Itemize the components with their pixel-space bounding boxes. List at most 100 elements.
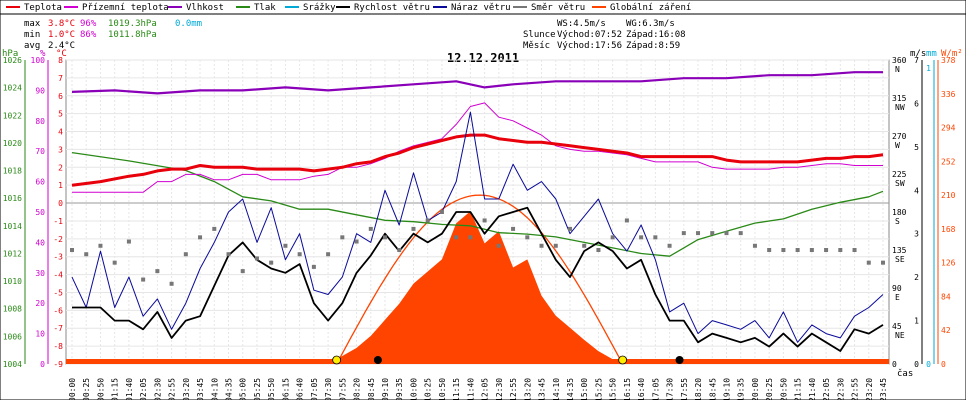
axis-direction-compass-label: W <box>895 141 900 150</box>
axis-degc-tick-label: 3 <box>58 145 63 154</box>
legend-label: Přízemní teplota <box>82 3 169 13</box>
x-tick-label: 02:05 <box>139 378 148 400</box>
x-tick-label: 18:45 <box>708 378 717 400</box>
wind-direction-point <box>852 248 857 252</box>
x-tick-label: 09:10 <box>381 378 390 400</box>
axis-degc-unit: °C <box>56 49 67 59</box>
axis-direction-compass-label: N <box>895 65 900 74</box>
x-tick-label: 13:20 <box>523 378 532 400</box>
wind-direction-point <box>155 269 160 274</box>
axis-pct-tick-label: 60 <box>35 178 45 187</box>
x-tick-label: 21:40 <box>808 378 817 400</box>
axis-wm2-unit: W/m² <box>941 49 963 59</box>
axis-hpa-tick-label: 1012 <box>3 249 22 258</box>
wind-direction-point <box>525 235 530 240</box>
x-tick-label: 02:30 <box>153 378 162 400</box>
series-wind-speed-line <box>72 206 884 352</box>
moon-label: Měsíc <box>523 41 550 51</box>
wind-direction-point <box>838 248 843 252</box>
legend-label: Globální záření <box>610 3 691 13</box>
axis-pct-tick-label: 90 <box>35 86 45 95</box>
x-tick-label: 09:35 <box>395 378 404 400</box>
wind-direction-point <box>240 269 245 274</box>
x-tick-label: 05:25 <box>253 378 262 400</box>
wind-direction-point <box>553 243 558 248</box>
x-tick-label: 22:30 <box>836 378 845 400</box>
stat-min-hum: 86% <box>80 30 97 40</box>
wind-direction-point <box>226 252 231 257</box>
wind-gust-info: WG:6.3m/s <box>626 19 675 29</box>
wind-direction-point <box>496 243 501 248</box>
x-tick-label: 23:45 <box>879 378 888 400</box>
wind-direction-point <box>582 243 587 248</box>
axis-pct-tick-label: 0 <box>40 360 45 369</box>
x-tick-label: 19:35 <box>737 378 746 400</box>
axis-degc-tick-label: -5 <box>53 288 63 297</box>
axis-wm2-tick-label: 378 <box>941 56 956 65</box>
axis-degc-tick-label: -2 <box>53 235 63 244</box>
axis-hpa-tick-label: 1014 <box>3 222 22 231</box>
wind-direction-point <box>269 260 274 265</box>
x-tick-label: 03:45 <box>196 378 205 400</box>
legend-label: Tlak <box>254 3 276 13</box>
axis-hpa-tick-label: 1024 <box>3 84 22 93</box>
legend-label: Teplota <box>24 3 62 13</box>
sun-marker <box>332 355 342 365</box>
legend-label: Směr větru <box>531 3 585 13</box>
axis-direction-tick-label: 180 <box>892 208 907 217</box>
x-tick-label: 15:25 <box>594 378 603 400</box>
axis-direction-compass-label: SE <box>895 255 905 264</box>
series-wind-gust-line <box>71 111 884 343</box>
stat-max-rain: 0.0mm <box>175 19 202 29</box>
x-tick-label: 08:45 <box>367 378 376 400</box>
x-tick-label: 10:25 <box>424 378 433 400</box>
wind-direction-point <box>511 226 516 231</box>
wind-direction-point <box>141 277 146 282</box>
wind-direction-point <box>126 239 131 244</box>
wind-direction-point <box>254 256 259 261</box>
axis-hpa-tick-label: 1006 <box>3 332 22 341</box>
x-tick-label: 12:05 <box>481 378 490 400</box>
wind-direction-point <box>767 248 772 252</box>
axis-direction-compass-label: NE <box>895 331 905 340</box>
x-tick-label: 17:55 <box>680 378 689 400</box>
x-tick-label: 13:45 <box>538 378 547 400</box>
x-tick-label: 04:10 <box>210 378 219 400</box>
x-tick-label: 19:10 <box>722 378 731 400</box>
sun-set: Západ:16:08 <box>626 30 686 40</box>
x-tick-label: 15:00 <box>580 378 589 400</box>
x-tick-label: 05:00 <box>239 378 248 400</box>
wind-direction-point <box>340 235 345 240</box>
legend: Teplota Přízemní teplota Vlhkost Tlak Srážky… <box>0 3 966 15</box>
astro-block: WS:4.5m/s WG:6.3m/s Slunce Východ:07:52 … <box>523 19 686 51</box>
axis-wm2-tick-label: 84 <box>941 292 951 301</box>
x-tick-label: 00:00 <box>68 378 77 400</box>
stat-avg-temp: 2.4°C <box>48 41 75 51</box>
x-tick-label: 23:20 <box>865 378 874 400</box>
axis-mm-tick-label: 0 <box>926 360 931 369</box>
wind-direction-point <box>212 226 217 231</box>
axis-direction-tick-label: 0 <box>892 360 897 369</box>
axis-wm2-tick-label: 168 <box>941 225 956 234</box>
wind-direction-point <box>824 248 829 252</box>
axis-ms-tick-label: 4 <box>914 186 919 195</box>
wind-direction-point <box>539 243 544 248</box>
axis-wm2-tick-label: 42 <box>941 326 951 335</box>
axis-direction-compass-label: SW <box>895 179 905 188</box>
axis-degc-tick-label: -6 <box>53 306 63 315</box>
stat-min-press: 1011.8hPa <box>108 30 157 40</box>
wind-direction-point <box>667 243 672 248</box>
axis-degc-tick-label: 7 <box>58 74 63 83</box>
axis-hpa-tick-label: 1018 <box>3 167 22 176</box>
axis-pct-tick-label: 70 <box>35 147 45 156</box>
wind-direction-point <box>567 226 572 231</box>
sun-marker <box>618 355 628 365</box>
wind-direction-point <box>653 235 658 240</box>
moon-marker <box>373 356 382 364</box>
x-tick-label: 11:15 <box>452 378 461 400</box>
axis-direction-compass-label: S <box>895 217 900 226</box>
wind-direction-point <box>738 231 743 236</box>
legend-label: Vlhkost <box>186 3 224 13</box>
axis-degc-tick-label: -3 <box>53 253 63 262</box>
